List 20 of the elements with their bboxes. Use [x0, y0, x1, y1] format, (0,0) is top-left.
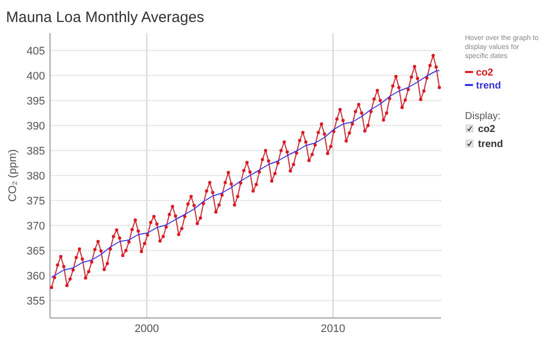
x-tick-label: 2010 — [320, 323, 346, 335]
y-tick-label: 385 — [26, 145, 45, 158]
legend-label: co2 — [476, 68, 494, 78]
y-tick-label: 375 — [26, 195, 45, 208]
y-axis-title: CO₂ (ppm) — [7, 149, 19, 202]
y-tick-label: 405 — [26, 45, 45, 58]
y-tick-label: 360 — [26, 270, 45, 282]
text: co2 — [478, 124, 496, 135]
text: Display: — [465, 111, 501, 122]
x-tick-label: 2000 — [134, 323, 160, 335]
y-tick-label: 355 — [26, 295, 45, 308]
y-tick-label: 370 — [26, 220, 45, 232]
chart-title: Mauna Loa Monthly Averages — [6, 9, 204, 26]
y-tick-label: 400 — [26, 70, 45, 82]
y-tick-label: 390 — [26, 120, 45, 132]
y-tick-label: 380 — [26, 170, 45, 182]
y-tick-label: 395 — [26, 95, 45, 108]
text: trend — [478, 139, 503, 150]
legend-label: trend — [476, 80, 501, 92]
y-tick-label: 365 — [26, 245, 45, 258]
